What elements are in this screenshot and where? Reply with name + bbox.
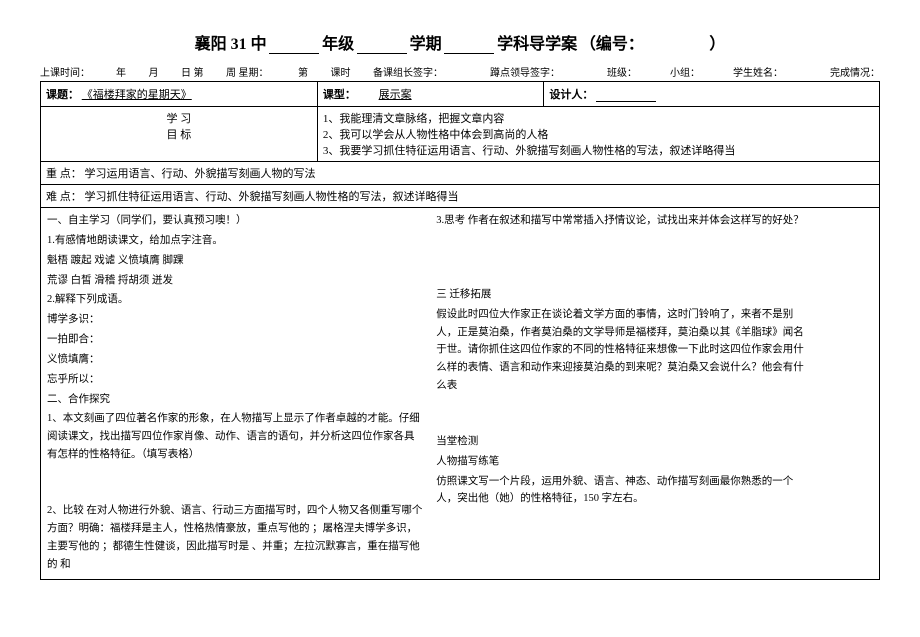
right-column: 3.思考 作者在叙述和描写中常常插入抒情议论，试找出来并体会这样写的好处？ 三 …: [430, 208, 819, 579]
term-label: 学期: [410, 36, 442, 53]
q3: 3.思考 作者在叙述和描写中常常插入抒情议论，试找出来并体会这样写的好处？: [436, 212, 813, 230]
group-leader-label: 备课组长签字：: [373, 64, 443, 79]
test-sub: 人物描写练笔: [436, 453, 813, 471]
objective-1: 1、我能理清文章脉络，把握文章内容: [323, 110, 815, 126]
words-line1: 魁梧 踱起 戏谑 义愤填膺 脚踝: [47, 252, 424, 270]
designer-blank: [596, 88, 656, 102]
topic-row: 课题： 《福楼拜家的星期天》 课型： 展示案 设计人：: [41, 82, 880, 107]
subject-blank: [444, 40, 494, 54]
keypoint-label: 重 点：: [46, 168, 82, 180]
sec3-text: 假设此时四位大作家正在谈论着文学方面的事情，这时门铃响了，来者不是别人，正是莫泊…: [436, 306, 813, 395]
type-value: 展示案: [359, 89, 432, 101]
meta-line: 上课时间： 年 月 日 第 周 星期： 第 课时 备课组长签字： 蹲点领导签字：…: [40, 62, 880, 81]
term-blank: [357, 40, 407, 54]
designer-label: 设计人：: [549, 89, 593, 101]
sec2-q1: 1、本文刻画了四位著名作家的形象，在人物描写上显示了作者卓越的才能。仔细阅读课文…: [47, 410, 424, 464]
difficult-label: 难 点：: [46, 191, 82, 203]
page-title-row: 襄阳 31 中 年级 学期 学科导学案 （编号： ）: [40, 30, 880, 54]
objectives-row: 学 习目 标 1、我能理清文章脉络，把握文章内容 2、我可以学会从人物性格中体会…: [41, 107, 880, 162]
type-label: 课型：: [323, 89, 356, 101]
grade-label: 年级: [322, 36, 354, 53]
school-name: 襄阳 31 中: [195, 36, 267, 53]
difficult-text: 学习抓住特征运用语言、行动、外貌描写刻画人物性格的写法，叙述详略得当: [85, 191, 459, 203]
idiom2: 一拍即合：: [47, 331, 424, 349]
grade-blank: [269, 40, 319, 54]
worksheet-table: 课题： 《福楼拜家的星期天》 课型： 展示案 设计人： 学 习目 标 1、我能理…: [40, 81, 880, 580]
subject-label: 学科导学案: [497, 36, 577, 53]
left-column: 一、自主学习（同学们，要认真预习噢！） 1.有感情地朗读课文，给加点字注音。 魁…: [41, 208, 430, 579]
keypoint-row: 重 点： 学习运用语言、行动、外貌描写刻画人物的写法: [41, 162, 880, 185]
number-open: （编号：: [580, 36, 644, 53]
sec1-title: 一、自主学习（同学们，要认真预习噢！）: [47, 212, 424, 230]
objective-3: 3、我要学习抓住特征运用语言、行动、外貌描写刻画人物性格的写法，叙述详略得当: [323, 142, 815, 158]
month-label: 月: [149, 64, 159, 79]
objective-2: 2、我可以学会从人物性格中体会到高尚的人格: [323, 126, 815, 142]
sec2-q2: 2、比较 在对人物进行外貌、语言、行动三方面描写时，四个人物又各侧重写哪个方面？…: [47, 502, 424, 573]
topic-label: 课题：: [46, 89, 79, 101]
day-label: 日 第: [181, 64, 204, 79]
grade-leader-label: 蹲点领导签字：: [490, 64, 560, 79]
year-label: 年: [116, 64, 126, 79]
completion-label: 完成情况：: [830, 64, 880, 79]
keypoint-text: 学习运用语言、行动、外貌描写刻画人物的写法: [85, 168, 316, 180]
student-label: 学生姓名：: [733, 64, 783, 79]
sec1-sub2: 2.解释下列成语。: [47, 291, 424, 309]
class-time-label: 上课时间：: [40, 64, 90, 79]
objectives-label: 学 习目 标: [41, 107, 318, 162]
week-label: 周 星期：: [226, 64, 269, 79]
idiom3: 义愤填膺：: [47, 351, 424, 369]
difficult-row: 难 点： 学习抓住特征运用语言、行动、外貌描写刻画人物性格的写法，叙述详略得当: [41, 185, 880, 208]
number-close: ）: [709, 36, 725, 53]
sec3-title: 三 迁移拓展: [436, 286, 813, 304]
period-label: 第: [298, 64, 308, 79]
topic-value: 《福楼拜家的星期天》: [82, 89, 192, 101]
content-row: 一、自主学习（同学们，要认真预习噢！） 1.有感情地朗读课文，给加点字注音。 魁…: [41, 208, 880, 580]
idiom1: 博学多识：: [47, 311, 424, 329]
class-label: 班级：: [607, 64, 637, 79]
period-unit: 课时: [331, 64, 351, 79]
sec1-sub1: 1.有感情地朗读课文，给加点字注音。: [47, 232, 424, 250]
test-title: 当堂检测: [436, 433, 813, 451]
test-text: 仿照课文写一个片段，运用外貌、语言、神态、动作描写刻画最你熟悉的一个人，突出他（…: [436, 473, 813, 509]
group-label: 小组：: [670, 64, 700, 79]
sec2-title: 二、合作探究: [47, 391, 424, 409]
idiom4: 忘乎所以：: [47, 371, 424, 389]
words-line2: 荒谬 白皙 滑稽 捋胡须 迸发: [47, 272, 424, 290]
